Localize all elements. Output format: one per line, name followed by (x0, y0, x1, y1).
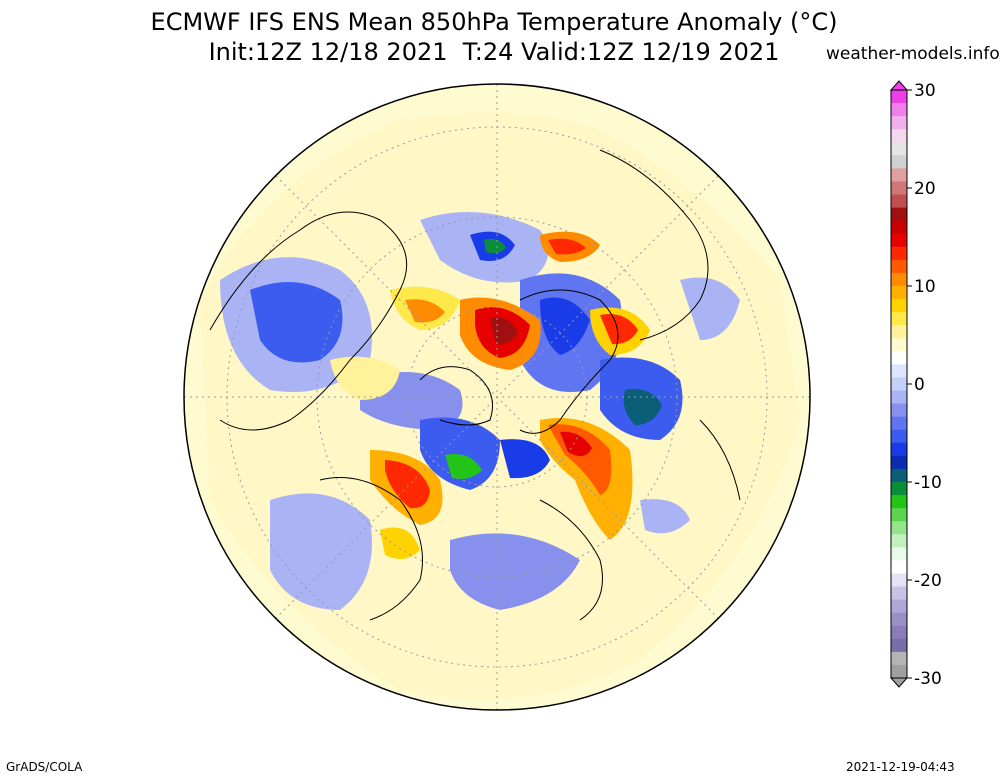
colorbar-swatch (891, 560, 907, 574)
colorbar-tick-label: 30 (914, 81, 936, 101)
colorbar-swatch (891, 299, 907, 313)
colorbar-swatch (891, 181, 907, 196)
colorbar-swatch (891, 664, 907, 679)
colorbar-tick-label: -20 (914, 571, 942, 591)
colorbar-swatch (891, 377, 907, 392)
colorbar-swatch (891, 482, 907, 496)
colorbar-bottom-arrow (889, 677, 909, 688)
colorbar-swatch (891, 155, 907, 169)
colorbar-swatch (891, 612, 907, 627)
colorbar-swatch (891, 246, 907, 261)
colorbar-swatch (891, 495, 907, 509)
colorbar-swatch (891, 521, 907, 535)
colorbar-swatch (891, 207, 907, 222)
colorbar-swatch (891, 586, 907, 601)
colorbar-swatch (891, 468, 907, 483)
footer-left: GrADS/COLA (6, 760, 83, 774)
colorbar-swatch (891, 638, 907, 653)
colorbar-swatch (891, 599, 907, 614)
colorbar-tick-label: 20 (914, 179, 936, 199)
coastlines (209, 149, 741, 621)
colorbar-swatch (891, 429, 907, 444)
colorbar-top-arrow (889, 80, 909, 91)
colorbar-swatch (891, 312, 907, 326)
colorbar-swatch (891, 390, 907, 405)
colorbar-swatch (891, 364, 907, 378)
map-border (183, 83, 811, 711)
colorbar-swatch (891, 286, 907, 300)
colorbar-swatch (891, 116, 907, 130)
footer-right: 2021-12-19-04:43 (846, 760, 955, 774)
colorbar-swatch (891, 233, 907, 248)
colorbar-swatch (891, 129, 907, 143)
colorbar-tick-label: -10 (914, 473, 942, 493)
colorbar-swatches (889, 80, 909, 688)
page-title-line-1: ECMWF IFS ENS Mean 850hPa Temperature An… (150, 8, 838, 36)
colorbar-swatch (891, 103, 907, 117)
colorbar-swatch (891, 455, 907, 470)
colorbar-tick-label: 0 (914, 375, 925, 395)
colorbar-swatch (891, 534, 907, 548)
colorbar-swatch (891, 259, 907, 274)
colorbar-swatch (891, 338, 907, 352)
colorbar-swatch (891, 325, 907, 339)
colorbar-swatch (891, 220, 907, 235)
colorbar-swatch (891, 351, 907, 365)
graticule (184, 84, 810, 710)
colorbar-swatch (891, 90, 907, 104)
colorbar-swatch (891, 272, 907, 287)
colorbar-swatch (891, 194, 907, 209)
colorbar-tick-label: -30 (914, 669, 942, 689)
colorbar-swatch (891, 573, 907, 588)
page-title-line-2: Init:12Z 12/18 2021 T:24 Valid:12Z 12/19… (208, 38, 780, 66)
colorbar-swatch (891, 403, 907, 418)
colorbar-swatch (891, 651, 907, 666)
colorbar: 30 20 10 0 -10 -20 -30 (889, 80, 942, 689)
colorbar-swatch (891, 168, 907, 182)
colorbar-swatch (891, 508, 907, 522)
colorbar-swatch (891, 442, 907, 457)
colorbar-swatch (891, 142, 907, 156)
colorbar-swatch (891, 547, 907, 561)
colorbar-swatch (891, 625, 907, 640)
colorbar-tick-label: 10 (914, 277, 936, 297)
colorbar-ticks: 30 20 10 0 -10 -20 -30 (907, 81, 942, 689)
site-credit: weather-models.info (826, 44, 1000, 64)
colorbar-swatch (891, 416, 907, 431)
